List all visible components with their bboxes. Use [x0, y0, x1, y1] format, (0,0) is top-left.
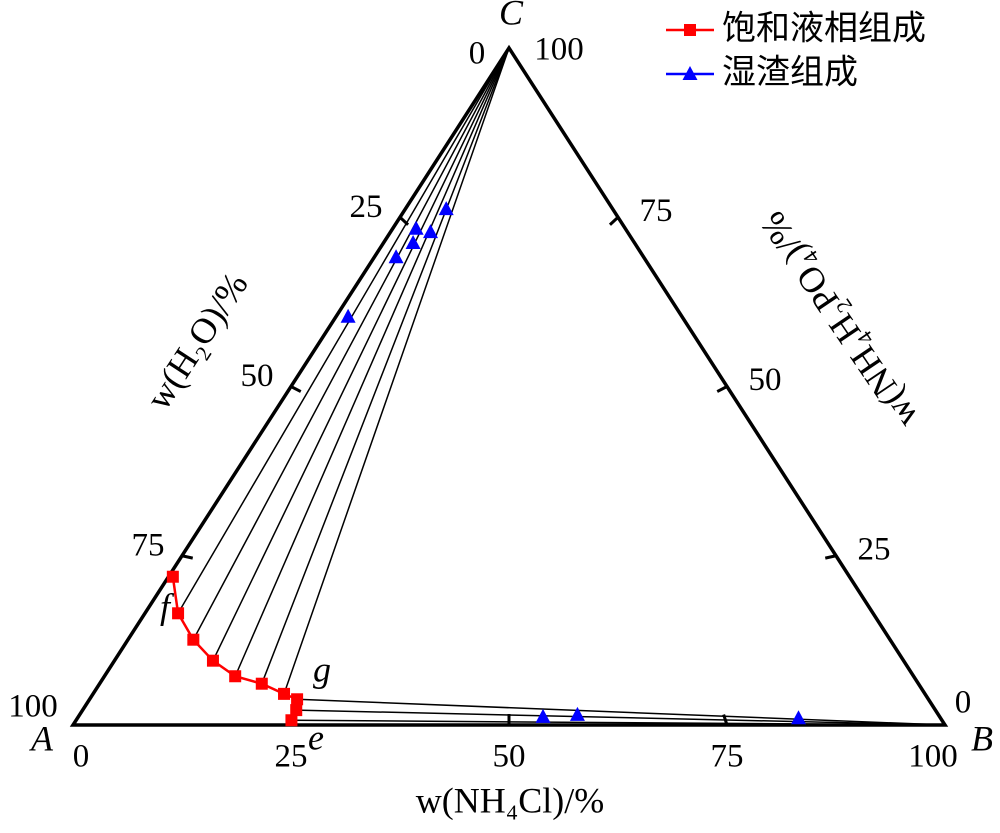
- data-point: [187, 633, 200, 646]
- tie-line: [261, 47, 510, 684]
- tick-mark: [290, 385, 302, 393]
- data-point: [206, 654, 219, 667]
- data-point: [791, 710, 807, 725]
- data-point: [438, 201, 454, 216]
- data-point: [166, 570, 179, 583]
- tie-line: [297, 698, 946, 726]
- vertex-label: B: [971, 718, 993, 758]
- tick-label: 0: [469, 36, 486, 72]
- tick-label: 0: [955, 685, 972, 721]
- tick-label: 75: [640, 193, 673, 229]
- data-point: [172, 607, 185, 620]
- data-point: [388, 249, 404, 264]
- tie-line: [192, 47, 510, 641]
- axis-title: w(NH₄H₂PO₄)/%: [752, 205, 926, 436]
- annotation: e: [308, 717, 324, 757]
- data-point: [278, 687, 291, 700]
- tick-label: 50: [493, 739, 526, 775]
- tie-line: [283, 47, 510, 695]
- vertex-label: A: [29, 718, 54, 758]
- tick-label: 0: [73, 739, 90, 775]
- axis-title: w(NH₄Cl)/%: [416, 780, 605, 820]
- tick-label: 100: [534, 32, 584, 68]
- tick-label: 100: [8, 689, 58, 725]
- tie-line: [212, 47, 510, 662]
- data-point: [229, 670, 242, 683]
- data-point: [535, 708, 551, 723]
- tick-label: 75: [711, 739, 744, 775]
- data-point: [290, 704, 303, 717]
- data-point: [255, 677, 268, 690]
- data-point: [285, 714, 298, 727]
- data-point: [423, 224, 439, 239]
- legend-label: 饱和液相组成: [722, 9, 926, 49]
- tick-label: 100: [908, 739, 958, 775]
- data-point: [340, 308, 356, 323]
- tick-label: 50: [749, 362, 782, 398]
- tick-mark: [824, 554, 837, 560]
- data-point: [408, 220, 424, 235]
- vertex-label: C: [499, 0, 524, 32]
- legend-marker: [684, 24, 696, 36]
- tie-line: [234, 47, 510, 677]
- tick-mark: [181, 554, 194, 560]
- axis-title: w(H₂O)/%: [138, 265, 256, 416]
- data-point: [405, 234, 421, 249]
- tick-label: 25: [350, 189, 383, 225]
- data-point: [291, 693, 304, 706]
- tick-mark: [608, 216, 620, 226]
- tie-line: [291, 719, 946, 726]
- tick-label: 25: [858, 531, 891, 567]
- tick-label: 75: [132, 527, 165, 563]
- triangle-frame: [69, 44, 949, 727]
- tie-line: [177, 47, 510, 614]
- legend-marker: [682, 66, 698, 80]
- data-point: [569, 706, 585, 721]
- legend-label: 湿渣组成: [722, 53, 858, 93]
- annotation: g: [313, 649, 331, 689]
- annotation: f: [160, 586, 175, 626]
- tick-label: 25: [275, 739, 308, 775]
- tie-line: [296, 709, 946, 726]
- tick-label: 50: [241, 358, 274, 394]
- tick-mark: [716, 385, 728, 393]
